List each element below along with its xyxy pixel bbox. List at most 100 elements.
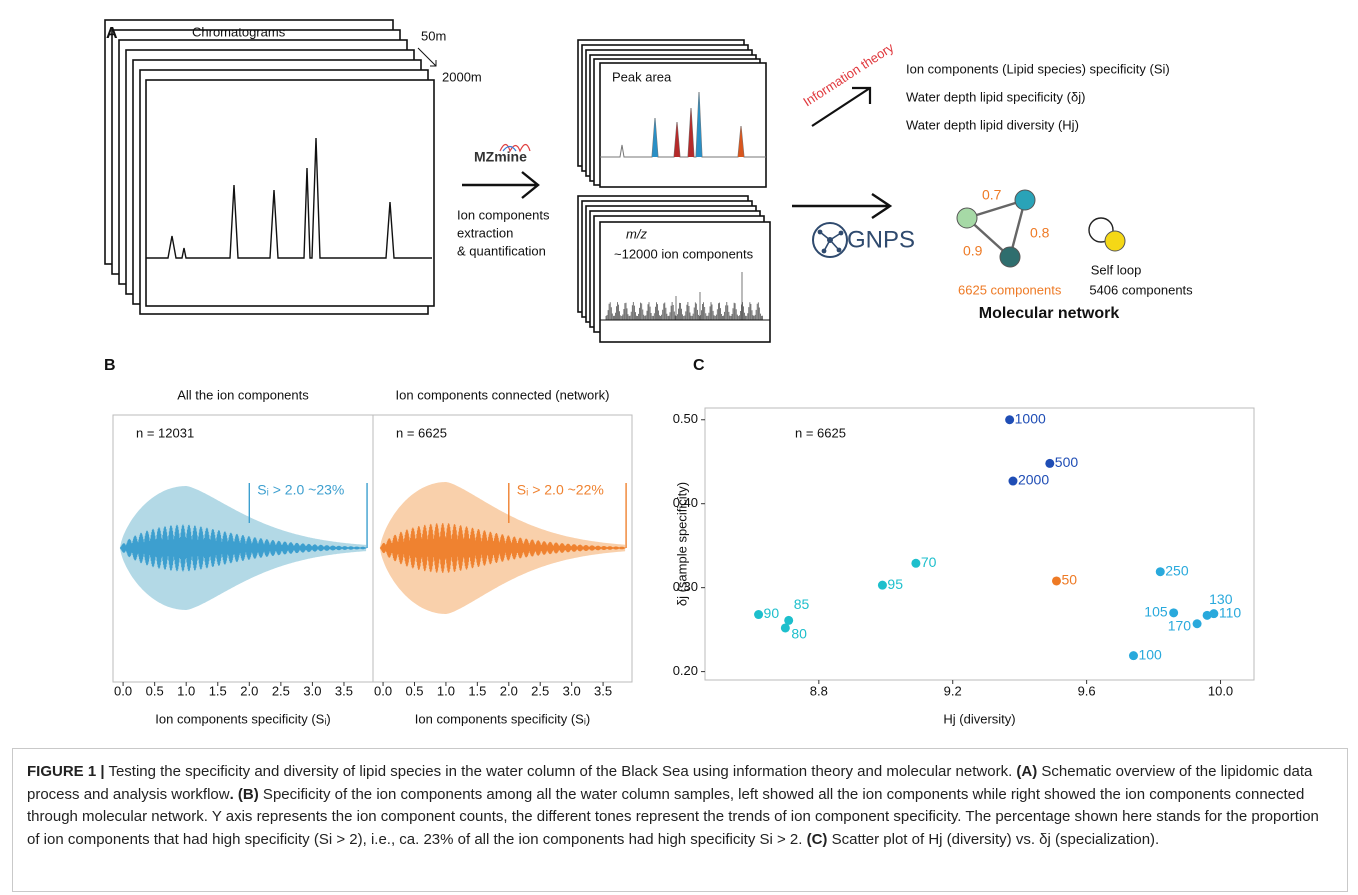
scatter-point <box>1169 608 1178 617</box>
stack-subtitle: ~12000 ion components <box>614 246 754 261</box>
page: A Chromatograms 50m 2000m MZmine Ion com… <box>0 0 1358 895</box>
x-tick-label: 2.0 <box>500 683 518 698</box>
x-tick-label: 3.0 <box>303 683 321 698</box>
chart-title: All the ion components <box>177 387 309 402</box>
point-label: 85 <box>794 596 810 612</box>
self-loop-count: 5406 components <box>1089 282 1193 297</box>
scatter-point <box>1156 567 1165 576</box>
point-label: 500 <box>1055 454 1079 470</box>
output-text: Water depth lipid specificity (δj) <box>906 89 1085 104</box>
x-axis-label: Hj (diversity) <box>943 711 1015 726</box>
n-label: n = 12031 <box>136 425 194 440</box>
figure: A Chromatograms 50m 2000m MZmine Ion com… <box>0 0 1358 745</box>
depth-label: 2000m <box>442 69 482 84</box>
caption-text: (C) <box>807 831 828 848</box>
x-axis-label: Ion components specificity (Sᵢ) <box>415 711 590 726</box>
method-label: Information theory <box>800 39 896 109</box>
point-label: 50 <box>1061 572 1077 588</box>
y-axis-label: δj (sample specificity) <box>674 482 689 606</box>
network-count: 6625 components <box>958 282 1062 297</box>
n-label: n = 6625 <box>396 425 447 440</box>
y-tick-label: 0.50 <box>673 411 698 426</box>
depth-label: 50m <box>421 28 446 43</box>
plot-frame <box>705 408 1254 680</box>
caption-text: Testing the specificity and diversity of… <box>105 763 1017 780</box>
x-tick-label: 9.2 <box>944 683 962 698</box>
scatter-point <box>1129 651 1138 660</box>
x-tick-label: 0.0 <box>114 683 132 698</box>
panel-label: B <box>104 357 116 374</box>
edge-weight: 0.7 <box>982 187 1002 203</box>
x-tick-label: 9.6 <box>1078 683 1096 698</box>
network-title: Molecular network <box>979 305 1120 322</box>
y-tick-label: 0.20 <box>673 663 698 678</box>
scatter-point <box>878 581 887 590</box>
point-label: 95 <box>887 576 903 592</box>
scatter-point <box>1005 415 1014 424</box>
scatter-point <box>754 610 763 619</box>
caption-text: FIGURE 1 | <box>27 763 105 780</box>
gnps-logo <box>818 230 844 254</box>
stack-title: Chromatograms <box>192 24 286 39</box>
chromatogram-stack <box>105 20 434 314</box>
x-tick-label: 0.5 <box>146 683 164 698</box>
x-tick-label: 1.5 <box>468 683 486 698</box>
scatter-point <box>1052 576 1061 585</box>
tool-name: GNPS <box>847 226 915 253</box>
x-tick-label: 0.0 <box>374 683 392 698</box>
x-tick-label: 10.0 <box>1208 683 1233 698</box>
x-tick-label: 3.0 <box>563 683 581 698</box>
stack-title: m/z <box>626 226 647 241</box>
point-label: 90 <box>764 605 780 621</box>
caption-text: Scatter plot of Hj (diversity) vs. δj (s… <box>827 831 1159 848</box>
network-node <box>1105 231 1125 251</box>
scatter-point <box>911 559 920 568</box>
stack-title: Peak area <box>612 69 672 84</box>
x-tick-label: 1.0 <box>437 683 455 698</box>
point-label: 110 <box>1219 604 1242 620</box>
x-tick-label: 8.8 <box>810 683 828 698</box>
output-text: Water depth lipid diversity (Hj) <box>906 117 1079 132</box>
software-logo: MZmine <box>474 149 527 165</box>
caption-text: . (B) <box>230 786 259 803</box>
edge-weight: 0.8 <box>1030 225 1050 241</box>
point-label: 250 <box>1165 562 1189 578</box>
x-tick-label: 1.0 <box>177 683 195 698</box>
point-label: 170 <box>1168 617 1192 633</box>
x-axis-label: Ion components specificity (Sᵢ) <box>155 711 330 726</box>
arrow <box>792 194 890 218</box>
point-label: 80 <box>791 626 807 642</box>
x-tick-label: 2.5 <box>272 683 290 698</box>
output-text: Ion components (Lipid species) specifici… <box>906 61 1170 76</box>
x-tick-label: 2.5 <box>531 683 549 698</box>
process-text: & quantification <box>457 243 546 258</box>
point-label: 105 <box>1144 604 1168 620</box>
scatter-point <box>1008 477 1017 486</box>
panel-label: C <box>693 357 705 374</box>
edge-weight: 0.9 <box>963 243 983 259</box>
scatter-point <box>1045 459 1054 468</box>
arrow <box>462 172 538 198</box>
caption-text: (A) <box>1016 763 1037 780</box>
x-tick-label: 0.5 <box>405 683 423 698</box>
peak-area-stack <box>578 40 766 187</box>
threshold-annotation: Sᵢ > 2.0 ~23% <box>257 482 344 498</box>
x-tick-label: 1.5 <box>209 683 227 698</box>
point-label: 70 <box>921 554 937 570</box>
point-label: 100 <box>1138 646 1162 662</box>
chart-title: Ion components connected (network) <box>396 387 610 402</box>
point-label: 2000 <box>1018 472 1049 488</box>
n-label: n = 6625 <box>795 425 846 440</box>
x-tick-label: 3.5 <box>335 683 353 698</box>
process-text: extraction <box>457 225 513 240</box>
scatter-point <box>1209 609 1218 618</box>
network-node <box>1000 247 1020 267</box>
process-text: Ion components <box>457 207 550 222</box>
network-node <box>957 208 977 228</box>
point-label: 1000 <box>1015 410 1046 426</box>
figure-caption: FIGURE 1 | Testing the specificity and d… <box>12 748 1348 892</box>
threshold-annotation: Sᵢ > 2.0 ~22% <box>517 482 604 498</box>
network-node <box>1015 190 1035 210</box>
self-loop-label: Self loop <box>1091 262 1142 277</box>
x-tick-label: 2.0 <box>240 683 258 698</box>
